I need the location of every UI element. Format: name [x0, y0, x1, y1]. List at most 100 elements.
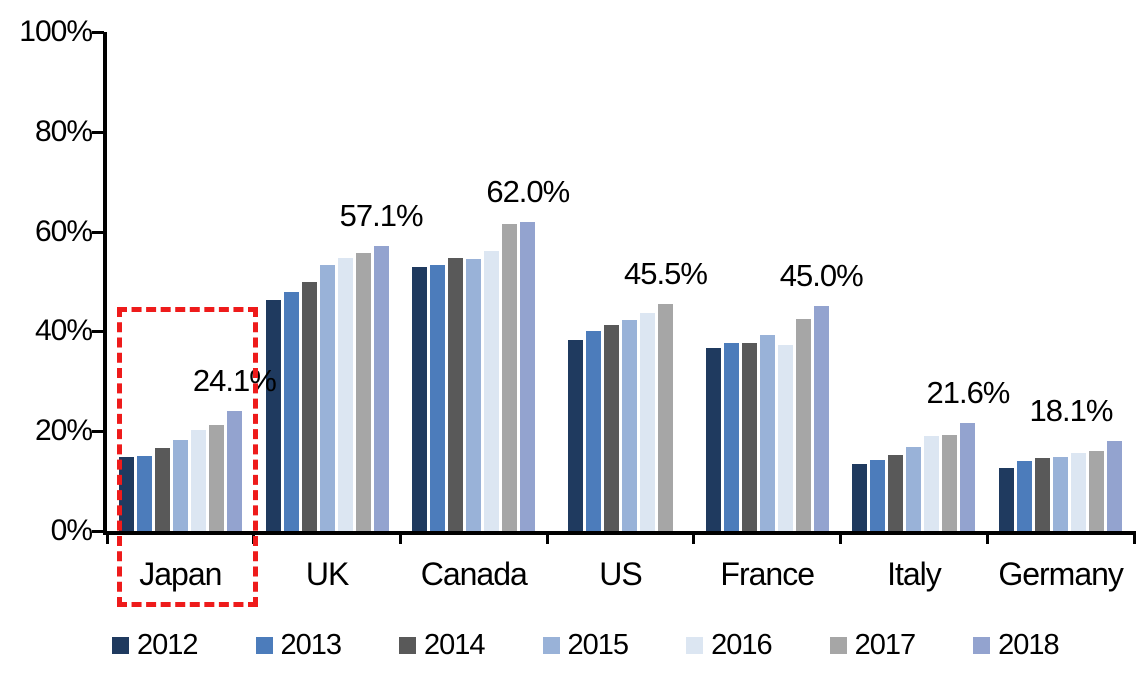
bar-japan-2013	[136, 456, 152, 531]
bar-france-2013	[723, 342, 739, 531]
x-category-label-canada: Canada	[420, 556, 528, 592]
y-tick-label: 80%	[34, 114, 93, 148]
x-axis-line	[103, 531, 1136, 535]
bar-italy-2016	[924, 436, 940, 531]
legend-swatch-2016	[686, 636, 704, 654]
bar-uk-2016	[337, 258, 353, 531]
bar-uk-2013	[283, 291, 299, 531]
x-category-label-italy: Italy	[887, 556, 942, 592]
x-tick-mark	[692, 531, 696, 544]
y-tick-mark	[92, 31, 104, 34]
bar-japan-2018	[226, 410, 242, 531]
x-category-label-us: US	[599, 556, 642, 592]
legend-label-2012: 2012	[137, 629, 199, 661]
y-tick-label: 60%	[34, 214, 93, 248]
x-category-label-japan: Japan	[139, 556, 222, 592]
legend-swatch-2013	[255, 636, 273, 654]
y-axis-line	[103, 32, 107, 535]
bar-germany-2014	[1035, 458, 1051, 531]
x-category-label-france: France	[720, 556, 815, 592]
legend-item-2015: 2015	[542, 628, 630, 662]
y-tick-label: 40%	[34, 314, 93, 348]
data-label-germany: 18.1%	[1029, 392, 1114, 428]
legend-item-2012: 2012	[112, 628, 199, 662]
bar-france-2012	[705, 348, 721, 531]
y-tick-mark	[92, 130, 104, 134]
bar-france-2014	[741, 342, 757, 531]
data-label-uk: 57.1%	[339, 198, 424, 234]
legend-item-2013: 2013	[255, 628, 343, 662]
data-label-france: 45.0%	[779, 258, 864, 294]
bar-canada-2017	[502, 224, 518, 531]
x-tick-mark	[398, 531, 402, 544]
y-tick-label: 20%	[34, 414, 93, 448]
legend-swatch-2014	[399, 636, 417, 654]
bar-japan-2016	[190, 430, 206, 531]
bar-germany-2017	[1089, 451, 1105, 531]
bar-us-2016	[640, 313, 655, 531]
legend-label-2018: 2018	[998, 629, 1060, 661]
bar-italy-2015	[906, 446, 922, 531]
bar-germany-2012	[999, 468, 1015, 531]
bar-us-2014	[604, 325, 619, 531]
legend: 2012 2013 2014 2015 2016 2017 2018	[112, 628, 1060, 662]
x-tick-mark	[839, 531, 843, 544]
bar-us-2013	[586, 331, 601, 531]
legend-label-2016: 2016	[711, 629, 773, 661]
bar-france-2015	[759, 334, 775, 531]
y-tick-mark	[92, 230, 104, 234]
highlight-box-japan	[117, 307, 258, 607]
legend-label-2017: 2017	[854, 629, 917, 661]
bar-italy-2012	[852, 464, 868, 531]
data-label-italy: 21.6%	[926, 375, 1010, 411]
bar-italy-2018	[960, 423, 976, 531]
bar-italy-2013	[870, 459, 886, 531]
bar-us-2012	[568, 339, 583, 531]
bar-germany-2015	[1053, 457, 1069, 531]
bar-germany-2013	[1017, 461, 1033, 531]
y-tick-label: 0%	[50, 514, 93, 547]
legend-label-2014: 2014	[424, 629, 486, 661]
data-label-japan: 24.1%	[192, 362, 277, 398]
data-label-us: 45.5%	[624, 255, 708, 291]
bar-japan-2015	[172, 440, 188, 531]
bar-canada-2018	[520, 221, 536, 531]
data-label-canada: 62.0%	[486, 173, 570, 209]
bar-japan-2012	[118, 457, 134, 531]
legend-item-2018: 2018	[973, 628, 1060, 662]
bar-us-2017	[658, 303, 673, 531]
legend-item-2017: 2017	[829, 628, 917, 662]
bar-italy-2017	[942, 434, 958, 531]
legend-label-2015: 2015	[567, 629, 630, 661]
x-tick-mark	[545, 531, 549, 544]
bar-germany-2016	[1071, 453, 1087, 531]
x-tick-mark	[105, 531, 109, 544]
legend-item-2016: 2016	[686, 628, 773, 662]
bar-uk-2017	[355, 252, 371, 531]
legend-label-2013: 2013	[280, 629, 343, 661]
bar-germany-2018	[1107, 440, 1123, 531]
y-tick-mark	[92, 530, 104, 533]
bar-canada-2015	[466, 258, 482, 531]
bar-canada-2016	[484, 250, 500, 531]
bar-canada-2014	[448, 257, 464, 531]
legend-item-2014: 2014	[399, 628, 486, 662]
bar-us-2015	[622, 319, 637, 531]
bar-france-2017	[795, 319, 811, 531]
y-tick-mark	[92, 330, 104, 334]
bar-uk-2018	[373, 246, 389, 531]
bar-japan-2017	[208, 425, 224, 531]
bar-japan-2014	[154, 448, 170, 531]
bar-uk-2015	[319, 265, 335, 531]
bar-uk-2012	[265, 299, 281, 531]
legend-swatch-2018	[973, 636, 991, 654]
x-category-label-uk: UK	[305, 556, 349, 592]
y-tick-label: 100%	[19, 15, 93, 48]
legend-swatch-2017	[829, 636, 847, 654]
legend-swatch-2015	[542, 636, 560, 654]
bar-canada-2012	[412, 266, 428, 531]
x-category-label-germany: Germany	[998, 556, 1124, 592]
y-tick-mark	[92, 430, 104, 434]
bar-canada-2013	[430, 264, 446, 531]
